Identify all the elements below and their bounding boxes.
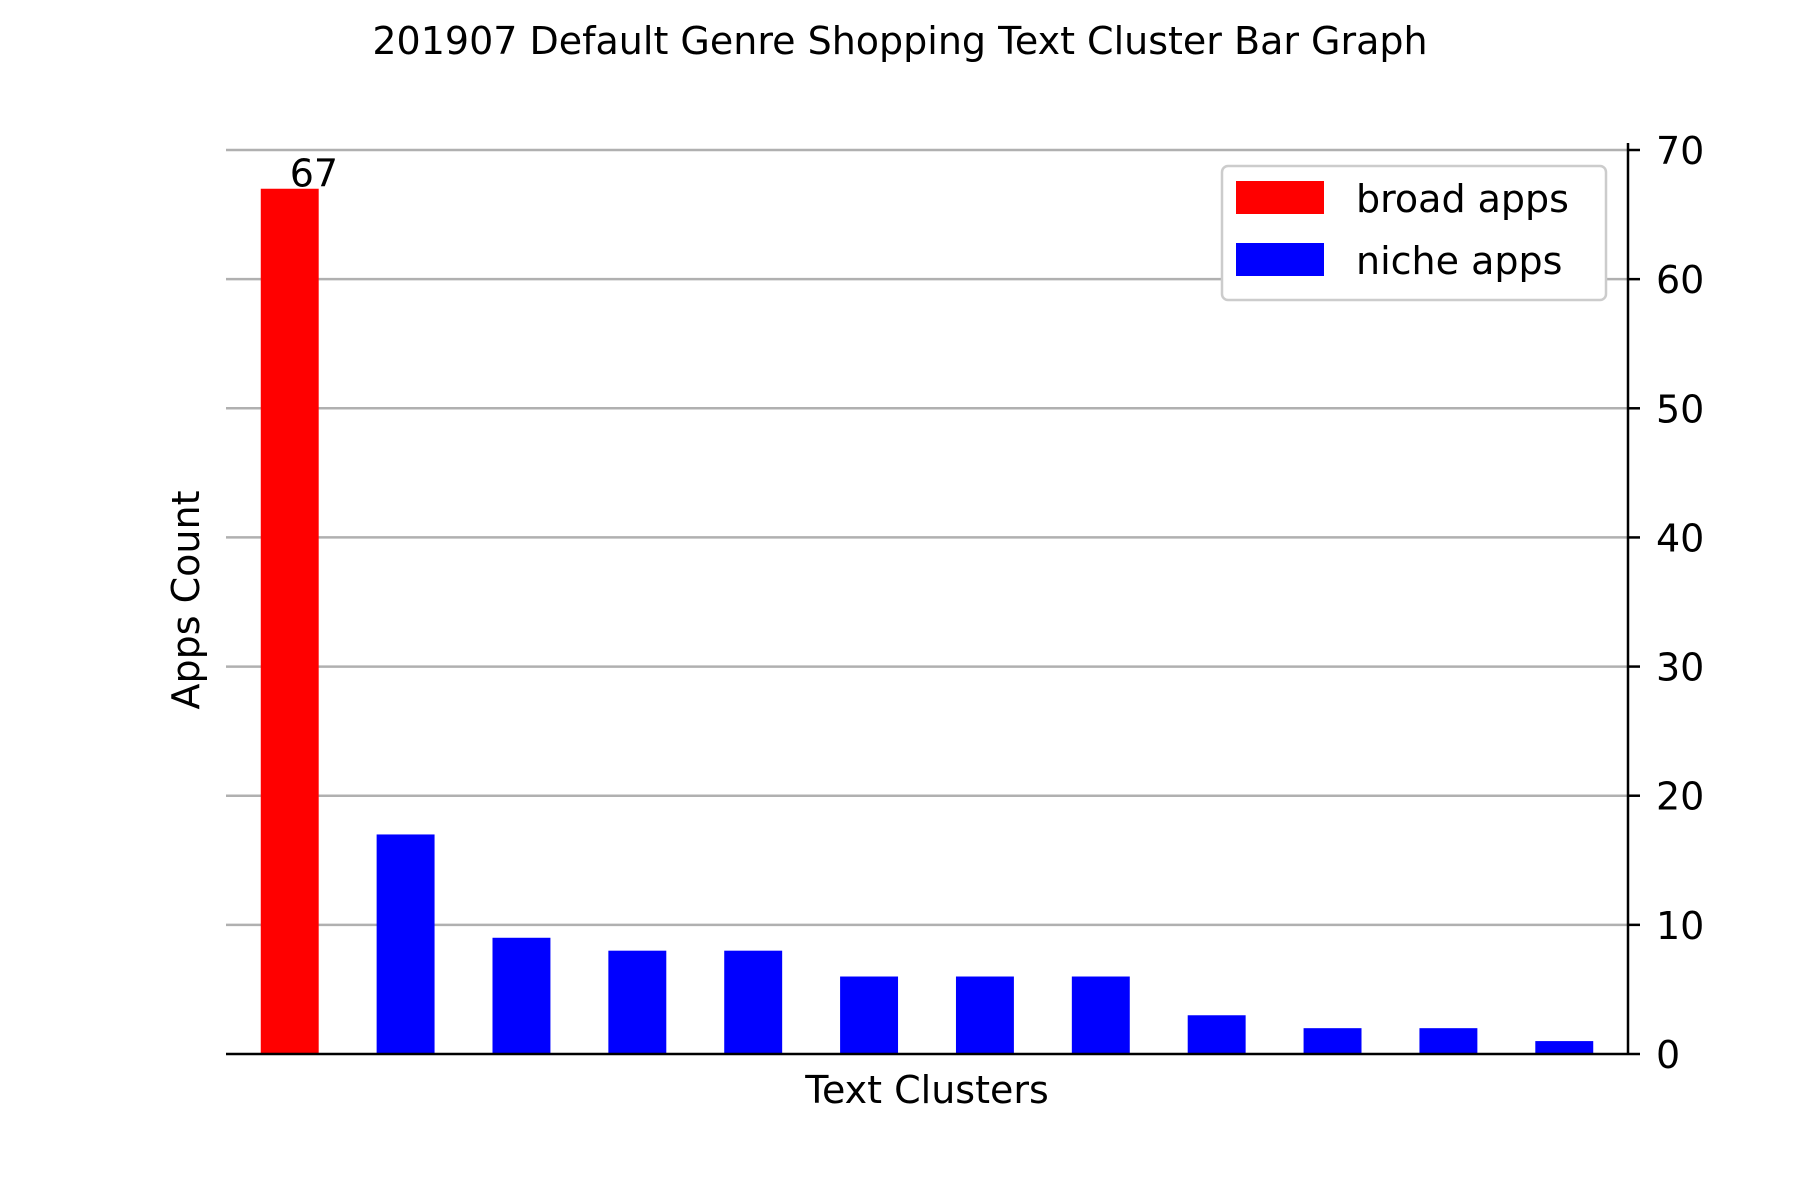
legend-label-broad: broad apps: [1356, 177, 1569, 221]
y-tick-label: 70: [1656, 129, 1704, 173]
y-axis-label: Apps Count: [164, 491, 208, 710]
y-tick-label: 20: [1656, 775, 1704, 819]
y-tick-label: 30: [1656, 646, 1704, 690]
bar-niche: [1071, 976, 1130, 1054]
y-tick-label: 0: [1656, 1033, 1680, 1077]
x-axis-label: Text Clusters: [804, 1068, 1049, 1112]
legend-swatch-broad: [1236, 181, 1324, 214]
y-tick-label: 40: [1656, 516, 1704, 560]
bar-niche: [724, 950, 783, 1054]
bar-niche: [492, 937, 551, 1054]
chart-title: 201907 Default Genre Shopping Text Clust…: [372, 19, 1427, 63]
y-tick-label: 60: [1656, 258, 1704, 302]
bar-niche: [608, 950, 667, 1054]
bar-niche: [1419, 1028, 1478, 1054]
y-tick-label: 10: [1656, 904, 1704, 948]
bar-niche: [955, 976, 1014, 1054]
grid-lines: [226, 148, 1628, 927]
data-labels: 67: [290, 152, 338, 196]
y-tick-label: 50: [1656, 387, 1704, 431]
bar-niche: [840, 976, 899, 1054]
bar-niche: [376, 834, 435, 1054]
bar-niche: [1535, 1041, 1594, 1054]
bar-value-label: 67: [290, 152, 338, 196]
bars: [260, 188, 1594, 1054]
legend: broad apps niche apps: [1220, 164, 1608, 302]
y-ticks: 0 10 20 30 40 50 60 70: [1628, 129, 1704, 1077]
legend-swatch-niche: [1236, 243, 1324, 276]
legend-label-niche: niche apps: [1356, 239, 1562, 283]
bar-niche: [1187, 1015, 1246, 1054]
bar-niche: [1303, 1028, 1362, 1054]
bar-broad: [260, 188, 319, 1054]
